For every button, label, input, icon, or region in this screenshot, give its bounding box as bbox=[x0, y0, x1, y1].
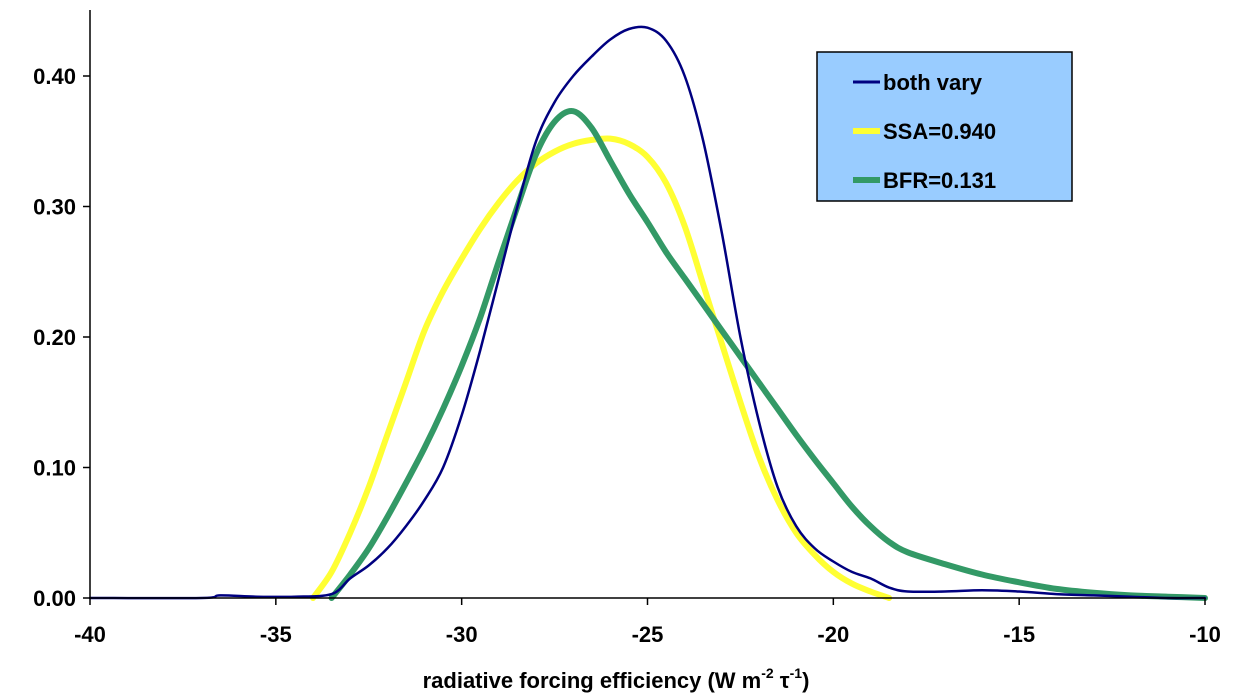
legend-box bbox=[816, 51, 1073, 202]
legend-label-bfr-0-131: BFR=0.131 bbox=[883, 168, 996, 193]
series-line-ssa-0-940 bbox=[310, 135, 893, 601]
y-tick-label: 0.20 bbox=[33, 325, 76, 350]
x-axis-title-main: radiative forcing efficiency (W m bbox=[423, 668, 762, 693]
legend-label-ssa-0-940: SSA=0.940 bbox=[883, 119, 996, 144]
x-axis-title-sup1: -2 bbox=[761, 665, 774, 681]
legend: both vary SSA=0.940 BFR=0.131 bbox=[816, 51, 1073, 202]
x-tick-label: -30 bbox=[446, 622, 478, 647]
x-tick-label: -25 bbox=[632, 622, 664, 647]
x-tick-label: -20 bbox=[817, 622, 849, 647]
plot-area: 0.000.100.200.300.40 -40 -35 -30 -25 -20 -15-… bbox=[33, 10, 1221, 647]
legend-items: both vary SSA=0.940 BFR=0.131 bbox=[853, 70, 996, 193]
x-axis-title: radiative forcing efficiency (W m-2 τ-1) bbox=[423, 665, 810, 693]
x-tick-label: -35 bbox=[260, 622, 292, 647]
y-tick-label: 0.10 bbox=[33, 456, 76, 481]
x-tick-label: -15 bbox=[1003, 622, 1035, 647]
legend-label-both-vary: both vary bbox=[883, 70, 983, 95]
x-axis-title-end: ) bbox=[802, 668, 809, 693]
x-axis-ticks: -40 -35 -30 -25 -20 -15 -10 bbox=[74, 598, 1221, 647]
x-tick-label: -10 bbox=[1189, 622, 1221, 647]
x-axis-title-mid: τ bbox=[774, 668, 790, 693]
x-tick-label: -40 bbox=[74, 622, 106, 647]
y-tick-label: 0.30 bbox=[33, 195, 76, 220]
y-tick-label: 0.40 bbox=[33, 64, 76, 89]
y-axis-ticks: 0.00 0.10 0.20 0.30 0.40 bbox=[33, 64, 90, 611]
series-line-both-vary bbox=[88, 25, 1207, 600]
series-line-bfr-0-131 bbox=[328, 108, 1208, 601]
y-tick-label: 0.00 bbox=[33, 586, 76, 611]
series-layer bbox=[88, 25, 1208, 601]
x-axis-title-sup2: -1 bbox=[790, 665, 803, 681]
